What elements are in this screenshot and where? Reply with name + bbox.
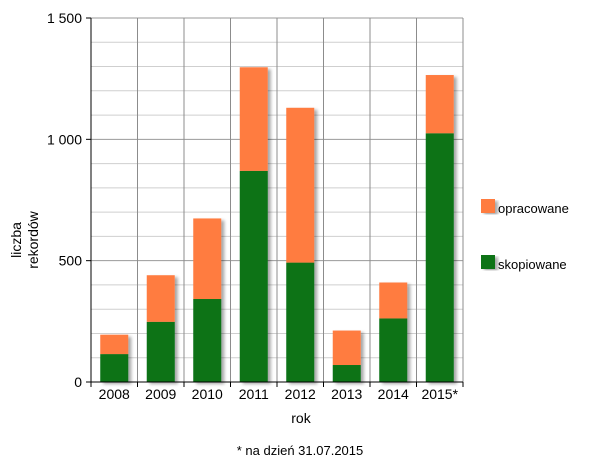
legend-item-skopiowane: skopiowane bbox=[481, 255, 567, 272]
bar-stack-2012 bbox=[286, 107, 315, 382]
x-tick-label: 2015* bbox=[421, 386, 458, 402]
x-tick-labels: 2008 2009 2010 2011 2012 2013 2014 2015* bbox=[99, 386, 459, 402]
legend-label-skopiowane: skopiowane bbox=[498, 257, 567, 272]
legend: opracowane skopiowane bbox=[481, 199, 569, 272]
y-axis-title: liczba rekordów bbox=[8, 210, 41, 268]
bar-stack-2009 bbox=[146, 275, 175, 382]
bar-stack-2010 bbox=[193, 218, 222, 382]
bar-opracowane-2013 bbox=[332, 330, 361, 366]
x-tick-label: 2010 bbox=[192, 386, 223, 402]
legend-swatch-opracowane bbox=[481, 199, 495, 213]
bar-opracowane-2012 bbox=[286, 107, 315, 263]
y-tick-labels: 0 500 1 000 1 500 bbox=[47, 10, 82, 390]
bar-stack-2013 bbox=[332, 330, 361, 382]
y-tick-label: 0 bbox=[74, 374, 82, 390]
bar-opracowane-2009 bbox=[146, 275, 175, 322]
bar-skopiowane-2009 bbox=[146, 321, 175, 382]
legend-label-opracowane: opracowane bbox=[498, 201, 569, 216]
bar-skopiowane-2008 bbox=[100, 354, 129, 382]
bar-skopiowane-2011 bbox=[239, 170, 268, 382]
footnote: * na dzień 31.07.2015 bbox=[237, 443, 364, 458]
x-tick-label: 2008 bbox=[99, 386, 130, 402]
y-tick-label: 1 500 bbox=[47, 10, 82, 26]
x-axis-title: rok bbox=[291, 410, 311, 426]
bar-skopiowane-2013 bbox=[332, 365, 361, 382]
grid bbox=[90, 17, 464, 383]
x-tick-label: 2011 bbox=[239, 386, 269, 402]
x-tick-label: 2014 bbox=[378, 386, 409, 402]
bar-stack-2011 bbox=[239, 67, 268, 382]
y-axis-title-line-2: rekordów bbox=[25, 210, 41, 268]
legend-swatch-skopiowane bbox=[481, 255, 495, 269]
x-tick-label: 2013 bbox=[331, 386, 362, 402]
bar-opracowane-2015 bbox=[425, 75, 454, 134]
bar-skopiowane-2015 bbox=[425, 133, 454, 382]
bar-opracowane-2008 bbox=[100, 334, 129, 355]
bar-stack-2008 bbox=[100, 334, 129, 382]
bar-opracowane-2011 bbox=[239, 67, 268, 171]
bar-skopiowane-2010 bbox=[193, 299, 222, 382]
bar-stack-2015 bbox=[425, 75, 454, 382]
x-tick-label: 2012 bbox=[285, 386, 316, 402]
bar-skopiowane-2012 bbox=[286, 262, 315, 382]
y-axis-title-line-1: liczba bbox=[8, 222, 24, 258]
y-tick-label: 500 bbox=[59, 253, 83, 269]
bar-opracowane-2014 bbox=[379, 282, 408, 319]
bars bbox=[100, 67, 454, 382]
y-tick-label: 1 000 bbox=[47, 131, 82, 147]
axes bbox=[86, 17, 464, 387]
bar-opracowane-2010 bbox=[193, 218, 222, 300]
legend-item-opracowane: opracowane bbox=[481, 199, 569, 216]
bar-skopiowane-2014 bbox=[379, 318, 408, 382]
bar-stack-2014 bbox=[379, 282, 408, 382]
x-tick-label: 2009 bbox=[145, 386, 176, 402]
